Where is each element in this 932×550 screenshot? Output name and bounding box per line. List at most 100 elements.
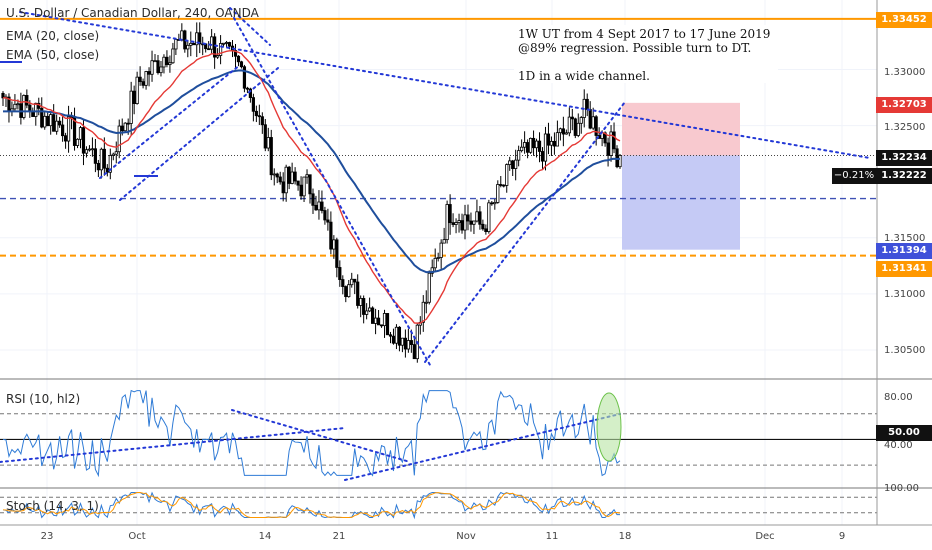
candle-body [493, 202, 497, 205]
candle-body [123, 122, 127, 132]
candle-body [335, 239, 339, 268]
candle-body [362, 298, 366, 315]
candle-body [147, 71, 151, 75]
candle-body [558, 128, 562, 134]
take-profit-zone[interactable] [622, 155, 740, 250]
candle-body [552, 140, 557, 147]
x-tick: 21 [332, 531, 346, 542]
note-line-3: 1D in a wide channel. [518, 69, 650, 83]
candle-body [564, 132, 568, 135]
descending-trendline [19, 11, 871, 159]
stoch-k-line [2, 491, 621, 520]
note-line-1: 1W UT from 4 Sept 2017 to 17 June 2019 [518, 27, 771, 41]
candle-body [496, 184, 500, 203]
candle-body [290, 171, 294, 184]
candle-body [606, 142, 610, 156]
candle-body [46, 115, 50, 127]
candle-body [457, 220, 461, 223]
rsi-trendline [344, 413, 621, 481]
candle-body [344, 286, 348, 298]
candle-body [368, 307, 372, 312]
candle-body [278, 176, 282, 183]
candle-body [284, 166, 288, 194]
ema20-legend[interactable]: EMA (20, close) [6, 29, 100, 43]
candle-body [260, 116, 264, 126]
candle-body [391, 335, 396, 344]
candle-body [16, 103, 20, 106]
candle-body [397, 326, 402, 346]
candle-body [216, 55, 220, 58]
candle-body [469, 220, 473, 225]
candle-body [168, 62, 172, 66]
candle-body [347, 284, 351, 298]
candle-body [376, 317, 381, 326]
x-tick: Dec [755, 531, 775, 542]
ascending-trendline [99, 64, 241, 179]
candle-body [320, 201, 324, 211]
candle-body [1, 92, 5, 99]
target-price-tag: 1.31394 [876, 243, 932, 259]
candle-body [242, 66, 247, 89]
candle-body [338, 267, 342, 280]
symbol-legend[interactable]: U.S. Dollar / Canadian Dollar, 240, OAND… [6, 6, 259, 20]
candle-body [141, 81, 145, 86]
ema20-line [2, 50, 621, 324]
candle-body [114, 151, 118, 155]
candle-body [561, 128, 565, 135]
candle-body [356, 281, 360, 306]
candle-body [329, 221, 333, 250]
candle-body [499, 184, 503, 186]
stoch-d-line [2, 492, 621, 518]
candle-body [487, 202, 491, 233]
candle-body [227, 42, 232, 47]
candle-body [448, 204, 452, 224]
price-tick: 1.30500 [884, 345, 926, 356]
price-tick: 1.32500 [884, 122, 926, 133]
candle-body [400, 337, 405, 346]
candle-body [120, 125, 124, 132]
candle-body [409, 340, 413, 345]
ascending-trendline [119, 67, 279, 201]
candle-body [508, 160, 512, 165]
candle-body [373, 317, 378, 324]
candle-body [305, 174, 309, 178]
candle-body [61, 124, 65, 137]
candle-body [254, 110, 258, 117]
ema50-legend[interactable]: EMA (50, close) [6, 48, 100, 62]
candle-body [591, 116, 595, 129]
candle-body [359, 298, 363, 306]
price-tick: 1.31500 [884, 233, 926, 244]
candle-body [102, 148, 106, 169]
ascending-trendline [424, 101, 626, 363]
candle-body [210, 36, 214, 50]
candle-body [84, 149, 89, 154]
candle-body [531, 137, 536, 149]
candle-body [90, 148, 95, 151]
candle-body [13, 103, 17, 110]
x-tick: 23 [40, 531, 54, 542]
candle-body [341, 279, 345, 287]
candle-body [514, 159, 518, 169]
analysis-note[interactable]: 1W UT from 4 Sept 2017 to 17 June 2019 @… [514, 25, 778, 83]
stoch-legend[interactable]: Stoch (14, 3, 1) [6, 499, 99, 513]
candle-body [585, 98, 589, 110]
candle-body [382, 313, 387, 327]
candle-body [213, 36, 217, 58]
candle-body [63, 135, 68, 142]
candle-body [475, 211, 479, 222]
candles-series [1, 22, 622, 363]
candle-body [451, 222, 455, 225]
rsi-legend[interactable]: RSI (10, hl2) [6, 392, 81, 406]
candle-body [40, 108, 44, 128]
stop-loss-zone[interactable] [622, 102, 740, 156]
candle-body [22, 95, 26, 118]
candle-body [371, 307, 375, 324]
candle-body [287, 166, 291, 184]
candle-body [245, 87, 250, 90]
candle-body [481, 223, 485, 230]
candle-body [275, 173, 279, 178]
candle-body [162, 56, 166, 68]
candle-body [126, 122, 130, 125]
candle-body [108, 155, 112, 173]
